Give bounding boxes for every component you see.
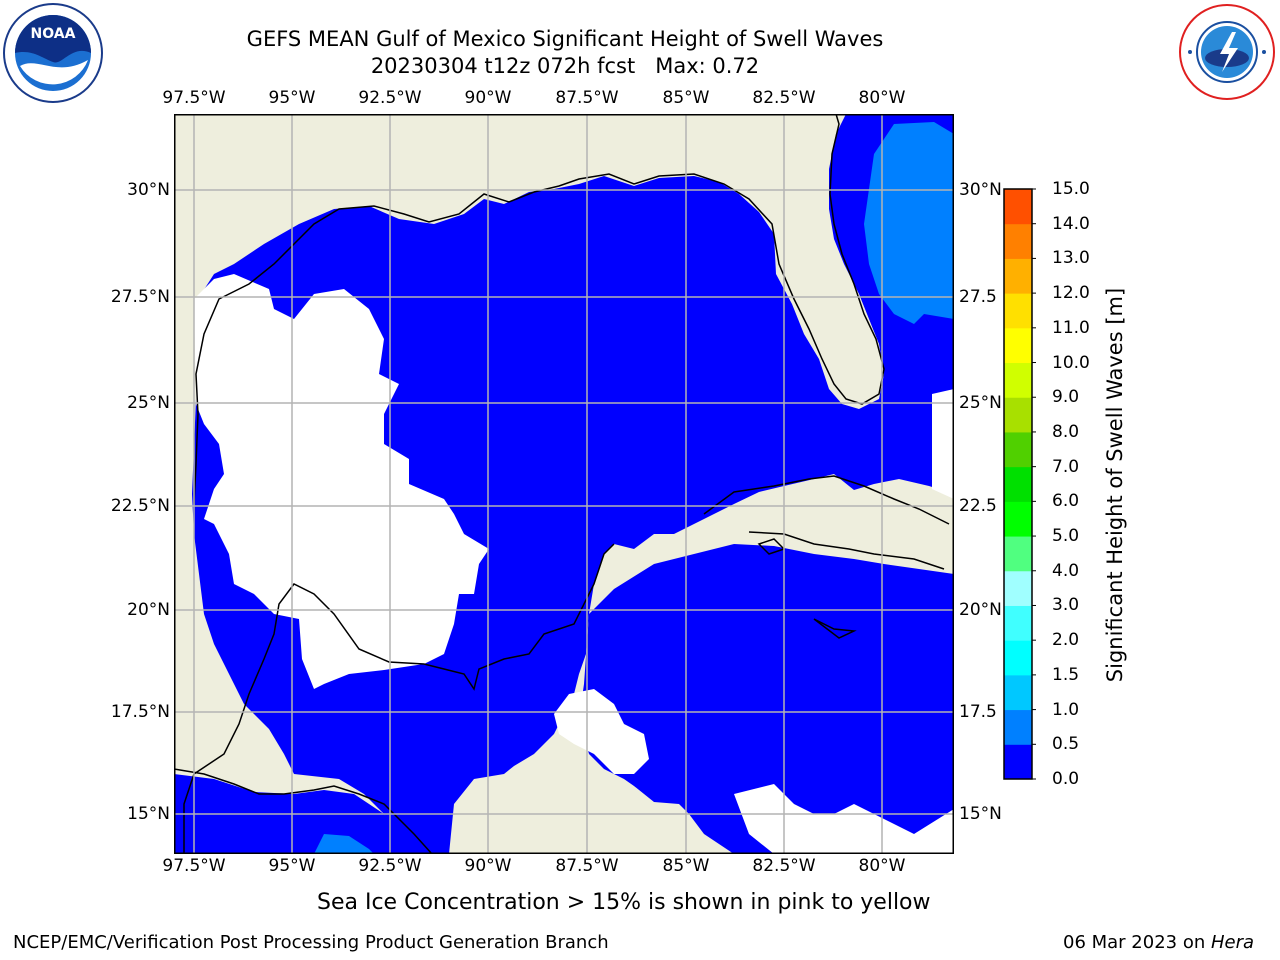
colorbar bbox=[1003, 188, 1036, 780]
lat-tick-left: 27.5°N bbox=[110, 287, 170, 307]
colorbar-title: Significant Height of Swell Waves [m] bbox=[1103, 287, 1127, 683]
colorbar-label: 9.0 bbox=[1052, 387, 1080, 408]
lon-tick-bottom: 92.5°W bbox=[358, 856, 422, 876]
atlantic-swell-patch bbox=[864, 122, 954, 324]
colorbar-label: 0.0 bbox=[1052, 769, 1080, 789]
footer-left: NCEP/EMC/Verification Post Processing Pr… bbox=[13, 932, 609, 953]
lon-tick-bottom: 95°W bbox=[268, 856, 316, 876]
colorbar-label: 5.0 bbox=[1052, 526, 1080, 547]
colorbar-segment bbox=[1004, 674, 1032, 711]
colorbar-label: 13.0 bbox=[1052, 248, 1090, 269]
colorbar-segment bbox=[1004, 640, 1032, 676]
colorbar-segment bbox=[1004, 327, 1032, 364]
lat-tick-left: 17.5°N bbox=[110, 702, 170, 722]
nodata-region-west bbox=[194, 274, 489, 689]
lat-tick-left: 15°N bbox=[127, 804, 170, 824]
colorbar-segment bbox=[1004, 431, 1032, 468]
colorbar-segment bbox=[1004, 466, 1032, 502]
lon-tick-top: 87.5°W bbox=[555, 88, 619, 108]
colorbar-segment bbox=[1004, 744, 1032, 780]
lon-tick-top: 85°W bbox=[662, 88, 710, 108]
colorbar-segment bbox=[1004, 570, 1032, 606]
map-frame bbox=[174, 114, 954, 854]
colorbar-label: 8.0 bbox=[1052, 421, 1080, 442]
lat-tick-right: 30°N bbox=[959, 180, 1002, 200]
colorbar-label: 12.0 bbox=[1052, 283, 1090, 304]
lat-tick-right: 17.5 bbox=[959, 702, 997, 722]
colorbar-label: 4.0 bbox=[1052, 560, 1080, 581]
colorbar-label: 1.5 bbox=[1052, 664, 1080, 685]
lat-tick-right: 22.5 bbox=[959, 496, 997, 516]
lon-tick-top: 80°W bbox=[858, 88, 906, 108]
colorbar-frame bbox=[1003, 188, 1033, 780]
lon-tick-top: 97.5°W bbox=[162, 88, 226, 108]
lat-tick-right: 15°N bbox=[959, 804, 1002, 824]
footer-date: 06 Mar 2023 on bbox=[1063, 932, 1211, 953]
colorbar-segment bbox=[1004, 362, 1032, 398]
colorbar-segment bbox=[1004, 605, 1032, 641]
lon-tick-bottom: 85°W bbox=[662, 856, 710, 876]
lon-tick-top: 90°W bbox=[464, 88, 512, 108]
lon-tick-bottom: 82.5°W bbox=[752, 856, 816, 876]
colorbar-label: 6.0 bbox=[1052, 491, 1080, 512]
chart-title-line1: GEFS MEAN Gulf of Mexico Significant Hei… bbox=[246, 27, 884, 51]
colorbar-segment bbox=[1004, 397, 1032, 433]
colorbar-label: 14.0 bbox=[1052, 213, 1090, 234]
colorbar-segment bbox=[1004, 709, 1032, 745]
colorbar-label: 11.0 bbox=[1052, 317, 1090, 338]
colorbar-label: 7.0 bbox=[1052, 456, 1080, 477]
colorbar-segment bbox=[1004, 189, 1032, 225]
lat-tick-left: 22.5°N bbox=[110, 496, 170, 516]
chart-title-line2: 20230304 t12z 072h fcst Max: 0.72 bbox=[370, 54, 760, 78]
noaa-logo: NOAA bbox=[2, 2, 104, 104]
colorbar-segment bbox=[1004, 293, 1032, 329]
nws-logo bbox=[1176, 2, 1278, 102]
lat-tick-left: 20°N bbox=[127, 600, 170, 620]
nodata-region-honduras bbox=[734, 784, 954, 854]
colorbar-label: 2.0 bbox=[1052, 630, 1080, 651]
colorbar-label: 0.5 bbox=[1052, 734, 1080, 755]
pacific-swell-patch bbox=[314, 834, 374, 854]
lat-tick-right: 20°N bbox=[959, 600, 1002, 620]
sea-ice-note: Sea Ice Concentration > 15% is shown in … bbox=[317, 890, 931, 915]
lat-tick-left: 30°N bbox=[127, 180, 170, 200]
colorbar-label: 10.0 bbox=[1052, 352, 1090, 373]
lon-tick-top: 92.5°W bbox=[358, 88, 422, 108]
lon-tick-top: 95°W bbox=[268, 88, 316, 108]
lon-tick-bottom: 80°W bbox=[858, 856, 906, 876]
lon-tick-top: 82.5°W bbox=[752, 88, 816, 108]
map-plot bbox=[174, 114, 954, 854]
footer-right: 06 Mar 2023 on Hera bbox=[1063, 932, 1254, 953]
lat-tick-left: 25°N bbox=[127, 393, 170, 413]
lon-tick-bottom: 97.5°W bbox=[162, 856, 226, 876]
colorbar-segment bbox=[1004, 536, 1032, 572]
lat-tick-right: 27.5 bbox=[959, 287, 997, 307]
colorbar-label: 15.0 bbox=[1052, 179, 1090, 199]
nodata-region-yucatan bbox=[554, 689, 649, 774]
graticule bbox=[174, 114, 954, 854]
colorbar-label: 3.0 bbox=[1052, 595, 1080, 616]
lon-tick-bottom: 90°W bbox=[464, 856, 512, 876]
nodata-region-east bbox=[932, 389, 954, 499]
coastlines bbox=[174, 114, 950, 854]
colorbar-label: 1.0 bbox=[1052, 699, 1080, 720]
lat-tick-right: 25°N bbox=[959, 393, 1002, 413]
colorbar-segment bbox=[1004, 223, 1032, 259]
noaa-logo-text: NOAA bbox=[31, 26, 76, 42]
colorbar-segment bbox=[1004, 501, 1032, 537]
caribbean-water bbox=[579, 544, 954, 854]
colorbar-segment bbox=[1004, 258, 1032, 294]
footer-host: Hera bbox=[1210, 932, 1255, 953]
lon-tick-bottom: 87.5°W bbox=[555, 856, 619, 876]
